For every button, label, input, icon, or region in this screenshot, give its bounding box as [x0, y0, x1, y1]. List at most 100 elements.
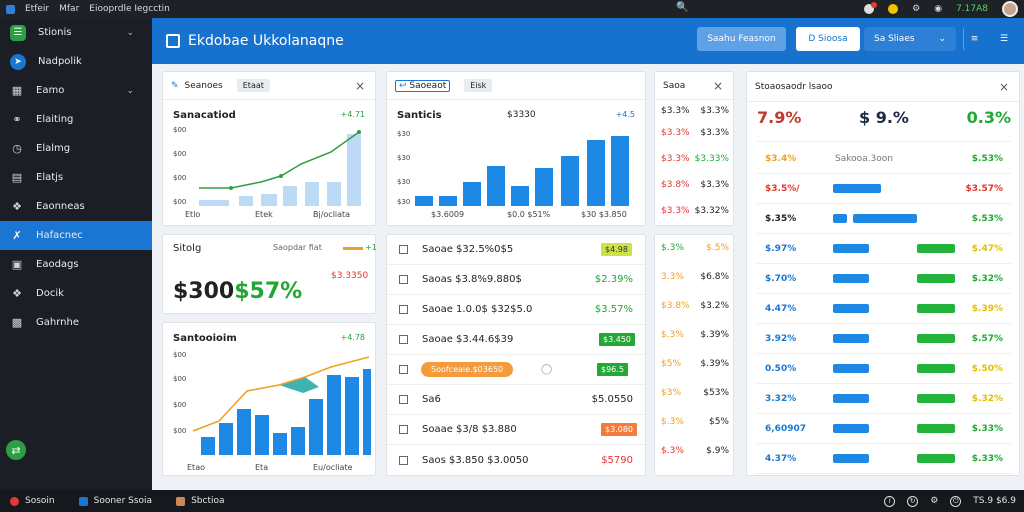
primary-button[interactable]: Saahu Feasnon — [697, 27, 786, 51]
card-tab[interactable]: Seanoes — [184, 80, 223, 91]
sidebar-item-10[interactable]: ▩ Gahrnhe — [0, 308, 152, 337]
checkbox[interactable] — [399, 245, 408, 254]
clock-icon: ◷ — [12, 142, 22, 155]
list-item-label: Saoae $3.44.6$39 — [422, 334, 514, 345]
sidebar-item-label: Eaonneas — [36, 201, 85, 212]
sidebar-item-1[interactable]: ➤ Nadpolik — [0, 47, 152, 76]
list-item[interactable]: Soaae $3/8 $3.880 $3.080 — [387, 415, 645, 445]
list-item[interactable]: Saoae 1.0.0$ $32$5.0 $3.57% — [387, 295, 645, 325]
close-icon[interactable]: × — [712, 78, 723, 93]
row-value-c: $.32% — [971, 393, 1003, 404]
sidebar-item-6[interactable]: ❖ Eaonneas — [0, 192, 152, 221]
clock-readout: 7.17A8 — [956, 4, 988, 14]
list-item-value: $5.0550 — [591, 394, 633, 405]
power-icon[interactable]: ⏻ — [950, 495, 962, 507]
row-value-c: $.33% — [971, 423, 1003, 434]
status-item[interactable]: Sosoin — [10, 496, 55, 506]
cell: $3.3% — [661, 206, 690, 216]
status-item-label: Sbctioa — [191, 496, 225, 506]
sidebar-item-4[interactable]: ◷ Elalmg — [0, 134, 152, 163]
progress-bar — [917, 304, 955, 313]
checkbox[interactable] — [399, 455, 408, 465]
checkbox[interactable] — [399, 335, 408, 344]
status-item[interactable]: Sbctioa — [176, 496, 225, 506]
y-tick: $30 — [397, 130, 411, 138]
avatar[interactable] — [1002, 1, 1018, 17]
progress-bar — [833, 304, 869, 313]
list-item[interactable]: Soofceaie.$03650 ◯ $96.5 — [387, 355, 645, 385]
status-badge: $96.5 — [597, 363, 628, 376]
progress-bar — [917, 394, 955, 403]
puzzle-icon: ❖ — [12, 200, 22, 213]
list-item[interactable]: Saoae $32.5%0$5 $4.98 — [387, 235, 645, 265]
list-item[interactable]: Saoas $3.8%9.880$ $2.39% — [387, 265, 645, 295]
card-title: Sitolg — [173, 243, 202, 254]
status-item[interactable]: Sooner Ssoia — [78, 496, 152, 506]
list-item-label: Saoas $3.8%9.880$ — [422, 274, 522, 285]
table-row: $3.8% $3.2% — [661, 301, 729, 330]
table-row: $3.5%/ $3.57% — [757, 174, 1011, 204]
card-subtitle: Saopdar fiat — [273, 243, 322, 252]
back-icon[interactable]: ↩ Saoeaot — [395, 79, 451, 92]
notification-icon[interactable] — [864, 2, 878, 14]
sidebar-item-7[interactable]: ✗ Hafacnec — [0, 221, 152, 250]
help-button[interactable]: ⇄ — [6, 440, 26, 460]
refresh-icon[interactable]: ↻ — [907, 495, 919, 507]
checkbox[interactable] — [399, 425, 408, 434]
row-value-c: $.53% — [971, 213, 1003, 224]
gear-icon[interactable]: ⚙ — [930, 496, 939, 506]
info-icon[interactable]: i — [884, 495, 896, 507]
sidebar-item-2[interactable]: ▦ Eamo ⌄ — [0, 76, 152, 105]
filter-dropdown[interactable]: Sa Sliaes ⌄ — [864, 27, 956, 51]
card-sales-line: ✎ Seanoes Etaat × Sanacatiod +4.71 $00 $… — [162, 71, 376, 226]
checkbox[interactable] — [399, 305, 408, 314]
list-icon[interactable]: ☰ — [999, 34, 1009, 44]
row-value-c: $.47% — [971, 243, 1003, 254]
row-label: Sakooa.3oon — [835, 153, 893, 164]
close-icon[interactable]: × — [998, 79, 1009, 94]
page-header: Ekdobae Ukkolanaqne Saahu Feasnon D Sioo… — [152, 18, 1024, 64]
checkbox[interactable] — [399, 365, 408, 374]
list-item-value: $5790 — [601, 454, 633, 466]
kpi-2: 0.3% — [966, 108, 1011, 127]
sidebar-item-5[interactable]: ▤ Elatjs — [0, 163, 152, 192]
percent-table: $.3% $.5% 3.3% $6.8% $3.8% $3.2% $.3% $.39% … — [661, 243, 729, 475]
status-bar: Sosoin Sooner Ssoia Sbctioa i ↻ ⚙ ⏻ TS.9… — [0, 490, 1024, 512]
status-icon[interactable] — [888, 4, 899, 14]
list-item-value: $2.39% — [594, 274, 633, 285]
highlight-pill[interactable]: Soofceaie.$03650 — [421, 362, 514, 377]
settings-icon[interactable]: ⚙ — [912, 4, 921, 14]
table-row: $3.3% $3.32% — [661, 206, 729, 228]
card-pill[interactable]: Eisk — [464, 79, 493, 92]
sidebar-item-8[interactable]: ▣ Eaodags — [0, 250, 152, 279]
cell: $3.8% — [661, 301, 690, 311]
sidebar-item-label: Stionis — [38, 27, 72, 38]
eye-icon[interactable]: ◉ — [934, 4, 943, 14]
menu-icon[interactable]: ≡ — [963, 27, 985, 51]
cell: $.5% — [706, 243, 729, 253]
window-icon — [78, 496, 88, 506]
search-icon[interactable]: 🔍 — [676, 2, 689, 13]
cell: $3.8% — [661, 180, 690, 190]
sidebar-item-3[interactable]: ⚭ Elaiting — [0, 105, 152, 134]
info-icon[interactable]: ◯ — [541, 364, 553, 375]
list-item[interactable]: Saoae $3.44.6$39 $3.450 — [387, 325, 645, 355]
row-value-c: $.50% — [971, 363, 1003, 374]
list-item[interactable]: Sa6 $5.0550 — [387, 385, 645, 415]
card-summary: Sitolg Saopdar fiat +1 $3.3350 $300$57% — [162, 234, 377, 314]
x-tick: Eu/ocliate — [313, 463, 353, 472]
sidebar-item-0[interactable]: ☰ Stionis ⌄ — [0, 18, 152, 47]
row-value-c: $.57% — [971, 333, 1003, 344]
cell: $3.3% — [700, 128, 729, 138]
checkbox[interactable] — [399, 275, 408, 284]
checkbox[interactable] — [399, 395, 408, 404]
card-tab[interactable]: Saoa — [663, 80, 686, 91]
sidebar-item-9[interactable]: ❖ Docik — [0, 279, 152, 308]
secondary-button[interactable]: D Sioosa — [796, 27, 860, 51]
close-icon[interactable]: × — [354, 78, 365, 93]
table-row: 6,60907 $.33% — [757, 414, 1011, 444]
edit-icon[interactable]: ✎ — [171, 80, 179, 91]
list-item[interactable]: Saos $3.850 $3.0050 $5790 — [387, 445, 645, 475]
card-pill[interactable]: Etaat — [236, 79, 270, 92]
cell: 3.3% — [661, 272, 684, 282]
